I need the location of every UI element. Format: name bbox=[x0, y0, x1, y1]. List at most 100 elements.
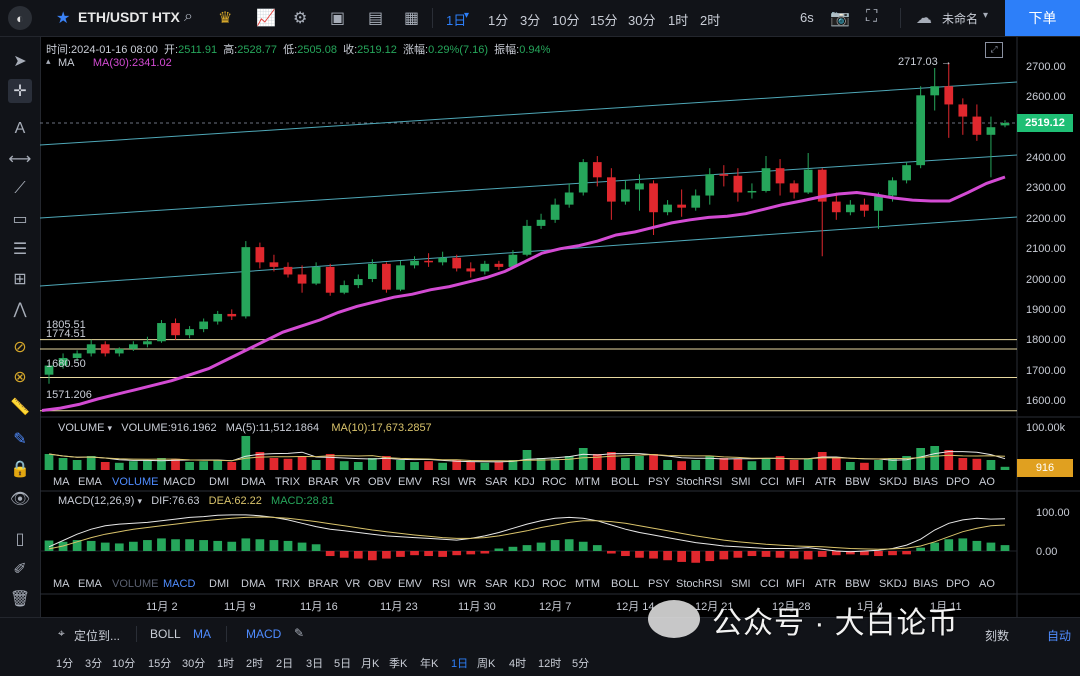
scale-toggle[interactable]: 刻数 bbox=[985, 629, 1010, 643]
indicator-tab-boll[interactable]: BOLL bbox=[611, 578, 640, 590]
indicator-tab-dmi[interactable]: DMI bbox=[209, 476, 230, 488]
bottom-timeframe-15[interactable]: 4时 bbox=[509, 658, 527, 670]
crosshair-icon[interactable]: ✛ bbox=[8, 79, 32, 103]
indicator-tab-skdj[interactable]: SKDJ bbox=[879, 578, 908, 590]
cloud-save-icon[interactable]: ☁ bbox=[916, 10, 932, 27]
indicator-tab-rsi[interactable]: RSI bbox=[432, 578, 451, 590]
edit-list-icon[interactable]: ✐ bbox=[13, 561, 27, 578]
indicator-tab-ema[interactable]: EMA bbox=[78, 476, 102, 488]
ma-toggle[interactable]: MA bbox=[193, 627, 211, 641]
trend-line-icon[interactable]: ⟋ bbox=[14, 180, 26, 197]
timeframe-2h[interactable]: 2时 bbox=[700, 13, 721, 28]
edit-indicator-icon[interactable]: ✎ bbox=[294, 626, 305, 640]
bottom-timeframe-14[interactable]: 周K bbox=[477, 658, 496, 670]
layout-name[interactable]: 未命名 bbox=[942, 12, 979, 26]
chevron-down-icon[interactable]: ▾ bbox=[464, 10, 470, 21]
indicator-tab-obv[interactable]: OBV bbox=[368, 476, 392, 488]
indicator-tab-emv[interactable]: EMV bbox=[398, 476, 422, 488]
indicator-tab-stochrsi[interactable]: StochRSI bbox=[676, 476, 723, 488]
indicator-tab-vr[interactable]: VR bbox=[345, 476, 361, 488]
settings-gear-icon[interactable]: ⚙ bbox=[293, 10, 308, 27]
indicator-tab-dma[interactable]: DMA bbox=[241, 476, 266, 488]
indicator-tab-roc[interactable]: ROC bbox=[542, 578, 567, 590]
pencil-icon[interactable]: ✎ bbox=[13, 431, 27, 448]
timeframe-15m[interactable]: 15分 bbox=[590, 13, 618, 28]
indicator-tab-psy[interactable]: PSY bbox=[648, 578, 671, 590]
magnet-icon[interactable]: ⊘ bbox=[13, 339, 27, 356]
bottom-timeframe-11[interactable]: 季K bbox=[389, 658, 408, 670]
favorite-star-icon[interactable]: ★ bbox=[56, 10, 71, 27]
horizontal-line-icon[interactable]: ⟷ bbox=[8, 151, 32, 168]
indicator-tab-mtm[interactable]: MTM bbox=[575, 578, 601, 590]
indicator-tab-ao[interactable]: AO bbox=[979, 476, 995, 488]
indicator-tab-skdj[interactable]: SKDJ bbox=[879, 476, 908, 488]
exchange-logo-icon[interactable]: ◐ bbox=[8, 6, 32, 30]
bottom-timeframe-16[interactable]: 12时 bbox=[538, 658, 562, 670]
indicator-tab-kdj[interactable]: KDJ bbox=[514, 476, 535, 488]
bottom-timeframe-17[interactable]: 5分 bbox=[572, 658, 590, 670]
timeframe-30m[interactable]: 30分 bbox=[628, 13, 656, 28]
indicator-tab-dpo[interactable]: DPO bbox=[946, 476, 970, 488]
indicator-tab-mfi[interactable]: MFI bbox=[786, 476, 805, 488]
indicator-tab-wr[interactable]: WR bbox=[458, 476, 477, 488]
indicator-tab-bbw[interactable]: BBW bbox=[845, 578, 871, 590]
indicator-tab-vr[interactable]: VR bbox=[345, 578, 361, 590]
indicator-tab-obv[interactable]: OBV bbox=[368, 578, 392, 590]
indicator-tab-trix[interactable]: TRIX bbox=[275, 578, 301, 590]
indicators-icon[interactable]: 📈 bbox=[256, 10, 276, 27]
parallel-channel-icon[interactable]: ☰ bbox=[12, 241, 28, 258]
bottom-timeframe-0[interactable]: 1分 bbox=[56, 658, 74, 670]
indicator-tab-dmi[interactable]: DMI bbox=[209, 578, 230, 590]
place-order-button[interactable]: 下单 bbox=[1005, 0, 1080, 36]
symbol-name[interactable]: ETH/USDT HTX bbox=[78, 9, 180, 25]
indicator-tab-atr[interactable]: ATR bbox=[815, 476, 837, 488]
bottom-timeframe-13[interactable]: 1日 bbox=[451, 658, 469, 670]
timeframe-1h[interactable]: 1时 bbox=[668, 13, 689, 28]
cursor-arrow-icon[interactable]: ➤ bbox=[13, 53, 27, 70]
bottom-timeframe-2[interactable]: 10分 bbox=[112, 658, 136, 670]
camera-icon[interactable]: 📷 bbox=[830, 10, 850, 27]
indicator-tab-macd[interactable]: MACD bbox=[163, 476, 196, 488]
indicator-tab-cci[interactable]: CCI bbox=[760, 476, 779, 488]
locate-pin-icon[interactable]: ⌖ bbox=[58, 626, 65, 640]
indicator-tab-volume[interactable]: VOLUME bbox=[112, 578, 159, 590]
bottom-timeframe-6[interactable]: 2时 bbox=[246, 658, 264, 670]
indicator-tab-mfi[interactable]: MFI bbox=[786, 578, 805, 590]
indicator-tab-smi[interactable]: SMI bbox=[731, 578, 751, 590]
timeframe-3m[interactable]: 3分 bbox=[520, 13, 541, 28]
indicator-tab-roc[interactable]: ROC bbox=[542, 476, 567, 488]
timeframe-1d[interactable]: 1日 bbox=[446, 13, 467, 28]
search-icon[interactable]: ⌕ bbox=[184, 8, 193, 25]
timeframe-10m[interactable]: 10分 bbox=[552, 13, 580, 28]
locate-to-button[interactable]: 定位到... bbox=[74, 629, 121, 643]
refresh-interval[interactable]: 6s bbox=[800, 10, 814, 25]
indicator-tab-dma[interactable]: DMA bbox=[241, 578, 266, 590]
indicator-tab-brar[interactable]: BRAR bbox=[308, 476, 339, 488]
volume-chevron-icon[interactable]: ▾ bbox=[107, 423, 113, 433]
indicator-tab-boll[interactable]: BOLL bbox=[611, 476, 640, 488]
price-chart[interactable] bbox=[0, 0, 1080, 617]
auto-scale-toggle[interactable]: 自动 bbox=[1047, 629, 1072, 643]
indicator-tab-macd[interactable]: MACD bbox=[163, 578, 196, 590]
indicator-tab-dpo[interactable]: DPO bbox=[946, 578, 970, 590]
crown-icon[interactable]: ♛ bbox=[218, 10, 233, 27]
bottom-timeframe-5[interactable]: 1时 bbox=[217, 658, 235, 670]
boll-toggle[interactable]: BOLL bbox=[150, 627, 181, 641]
measure-grid-icon[interactable]: ⊞ bbox=[13, 271, 27, 288]
collapse-arrow-icon[interactable]: ▴ bbox=[46, 56, 51, 66]
screenshot-icon[interactable]: ▣ bbox=[330, 10, 346, 27]
ruler-icon[interactable]: 📏 bbox=[10, 399, 30, 416]
lock-drawing-icon[interactable]: ⊗ bbox=[13, 369, 27, 386]
indicator-tab-emv[interactable]: EMV bbox=[398, 578, 422, 590]
bottom-timeframe-9[interactable]: 5日 bbox=[334, 658, 352, 670]
bottom-timeframe-3[interactable]: 15分 bbox=[148, 658, 172, 670]
visibility-icon[interactable]: 👁 bbox=[9, 491, 31, 508]
macd-toggle[interactable]: MACD bbox=[246, 627, 282, 641]
volume-legend[interactable]: VOLUME ▾ VOLUME:916.1962 MA(5):11,512.18… bbox=[58, 422, 432, 434]
indicator-tab-ema[interactable]: EMA bbox=[78, 578, 102, 590]
indicator-tab-ao[interactable]: AO bbox=[979, 578, 995, 590]
indicator-tab-bias[interactable]: BIAS bbox=[913, 476, 939, 488]
trash-icon[interactable]: 🗑 bbox=[9, 591, 31, 608]
bottom-timeframe-12[interactable]: 年K bbox=[420, 658, 439, 670]
bottom-timeframe-10[interactable]: 月K bbox=[361, 658, 380, 670]
